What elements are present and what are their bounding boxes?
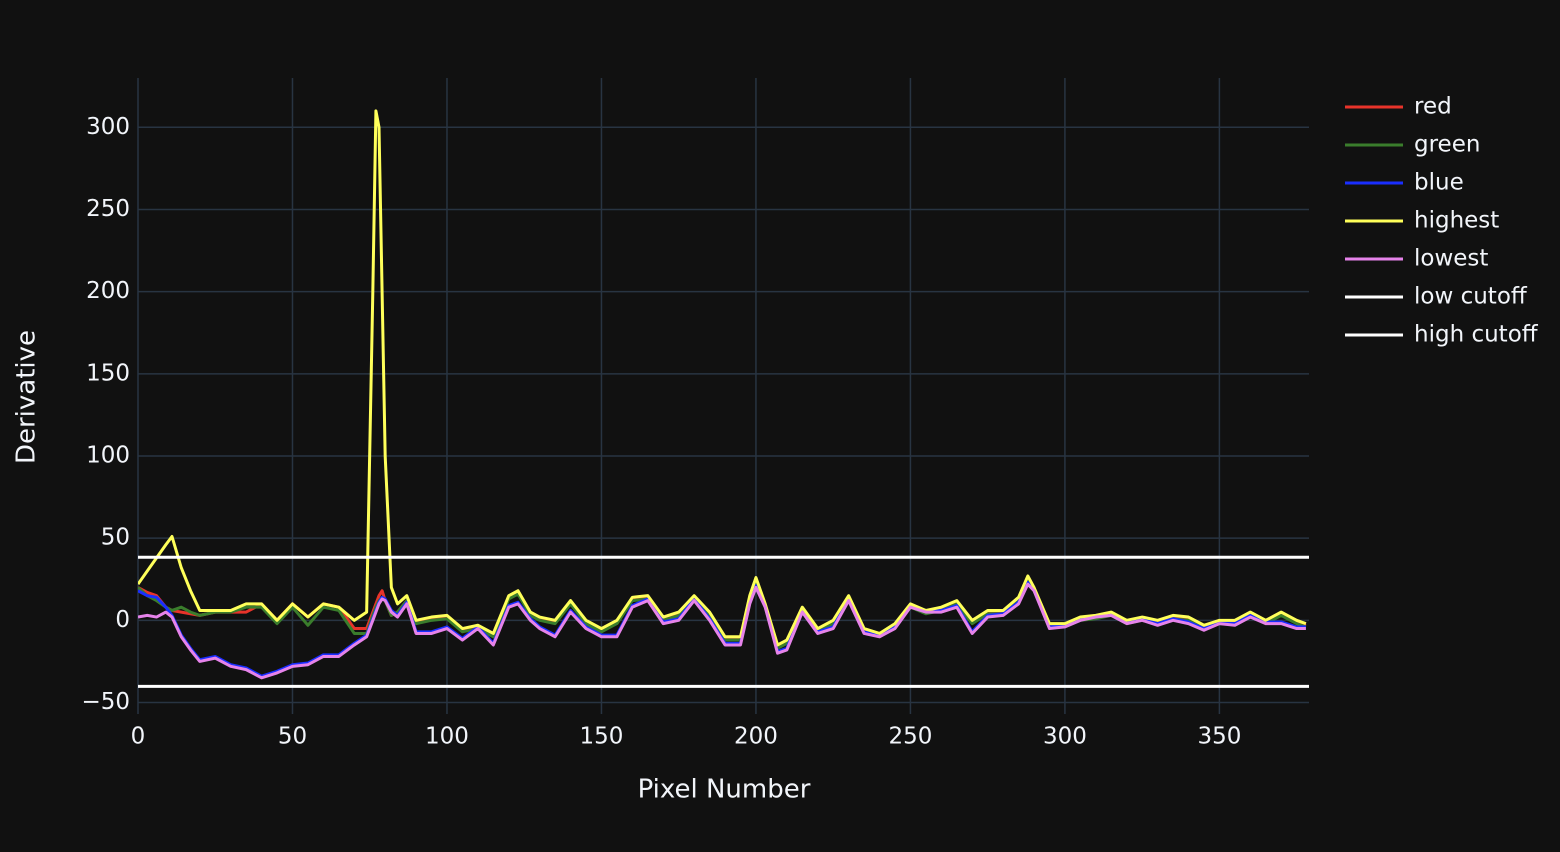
x-axis-title: Pixel Number bbox=[638, 775, 811, 805]
x-tick-label: 100 bbox=[425, 724, 469, 750]
x-tick-label: 150 bbox=[580, 724, 624, 750]
plot-area bbox=[138, 109, 1309, 688]
y-tick-label: 100 bbox=[86, 442, 130, 468]
grid bbox=[137, 78, 1309, 714]
legend-label[interactable]: high cutoff bbox=[1414, 322, 1539, 348]
x-tick-label: 0 bbox=[131, 724, 146, 750]
y-tick-label: 300 bbox=[86, 114, 130, 140]
y-tick-label: −50 bbox=[81, 689, 130, 715]
y-tick-label: 0 bbox=[115, 607, 130, 633]
legend-label[interactable]: red bbox=[1414, 94, 1452, 120]
x-tick-label: 250 bbox=[888, 724, 932, 750]
y-tick-label: 250 bbox=[86, 196, 130, 222]
series-line bbox=[138, 109, 1307, 647]
x-tick-label: 200 bbox=[734, 724, 778, 750]
y-tick-label: 200 bbox=[86, 278, 130, 304]
x-tick-label: 50 bbox=[278, 724, 307, 750]
legend-label[interactable]: blue bbox=[1414, 170, 1464, 196]
y-tick-label: 50 bbox=[101, 525, 130, 551]
x-tick-label: 300 bbox=[1043, 724, 1087, 750]
legend-label[interactable]: highest bbox=[1414, 208, 1499, 234]
series-line bbox=[138, 582, 1306, 680]
legend-label[interactable]: lowest bbox=[1414, 246, 1488, 272]
legend-label[interactable]: green bbox=[1414, 132, 1480, 158]
legend: red green blue highest lowest low cutoff high … bbox=[1345, 94, 1539, 348]
legend-label[interactable]: low cutoff bbox=[1414, 284, 1528, 310]
x-tick-label: 350 bbox=[1197, 724, 1241, 750]
y-axis-title: Derivative bbox=[12, 330, 42, 464]
y-tick-label: 150 bbox=[86, 360, 130, 386]
